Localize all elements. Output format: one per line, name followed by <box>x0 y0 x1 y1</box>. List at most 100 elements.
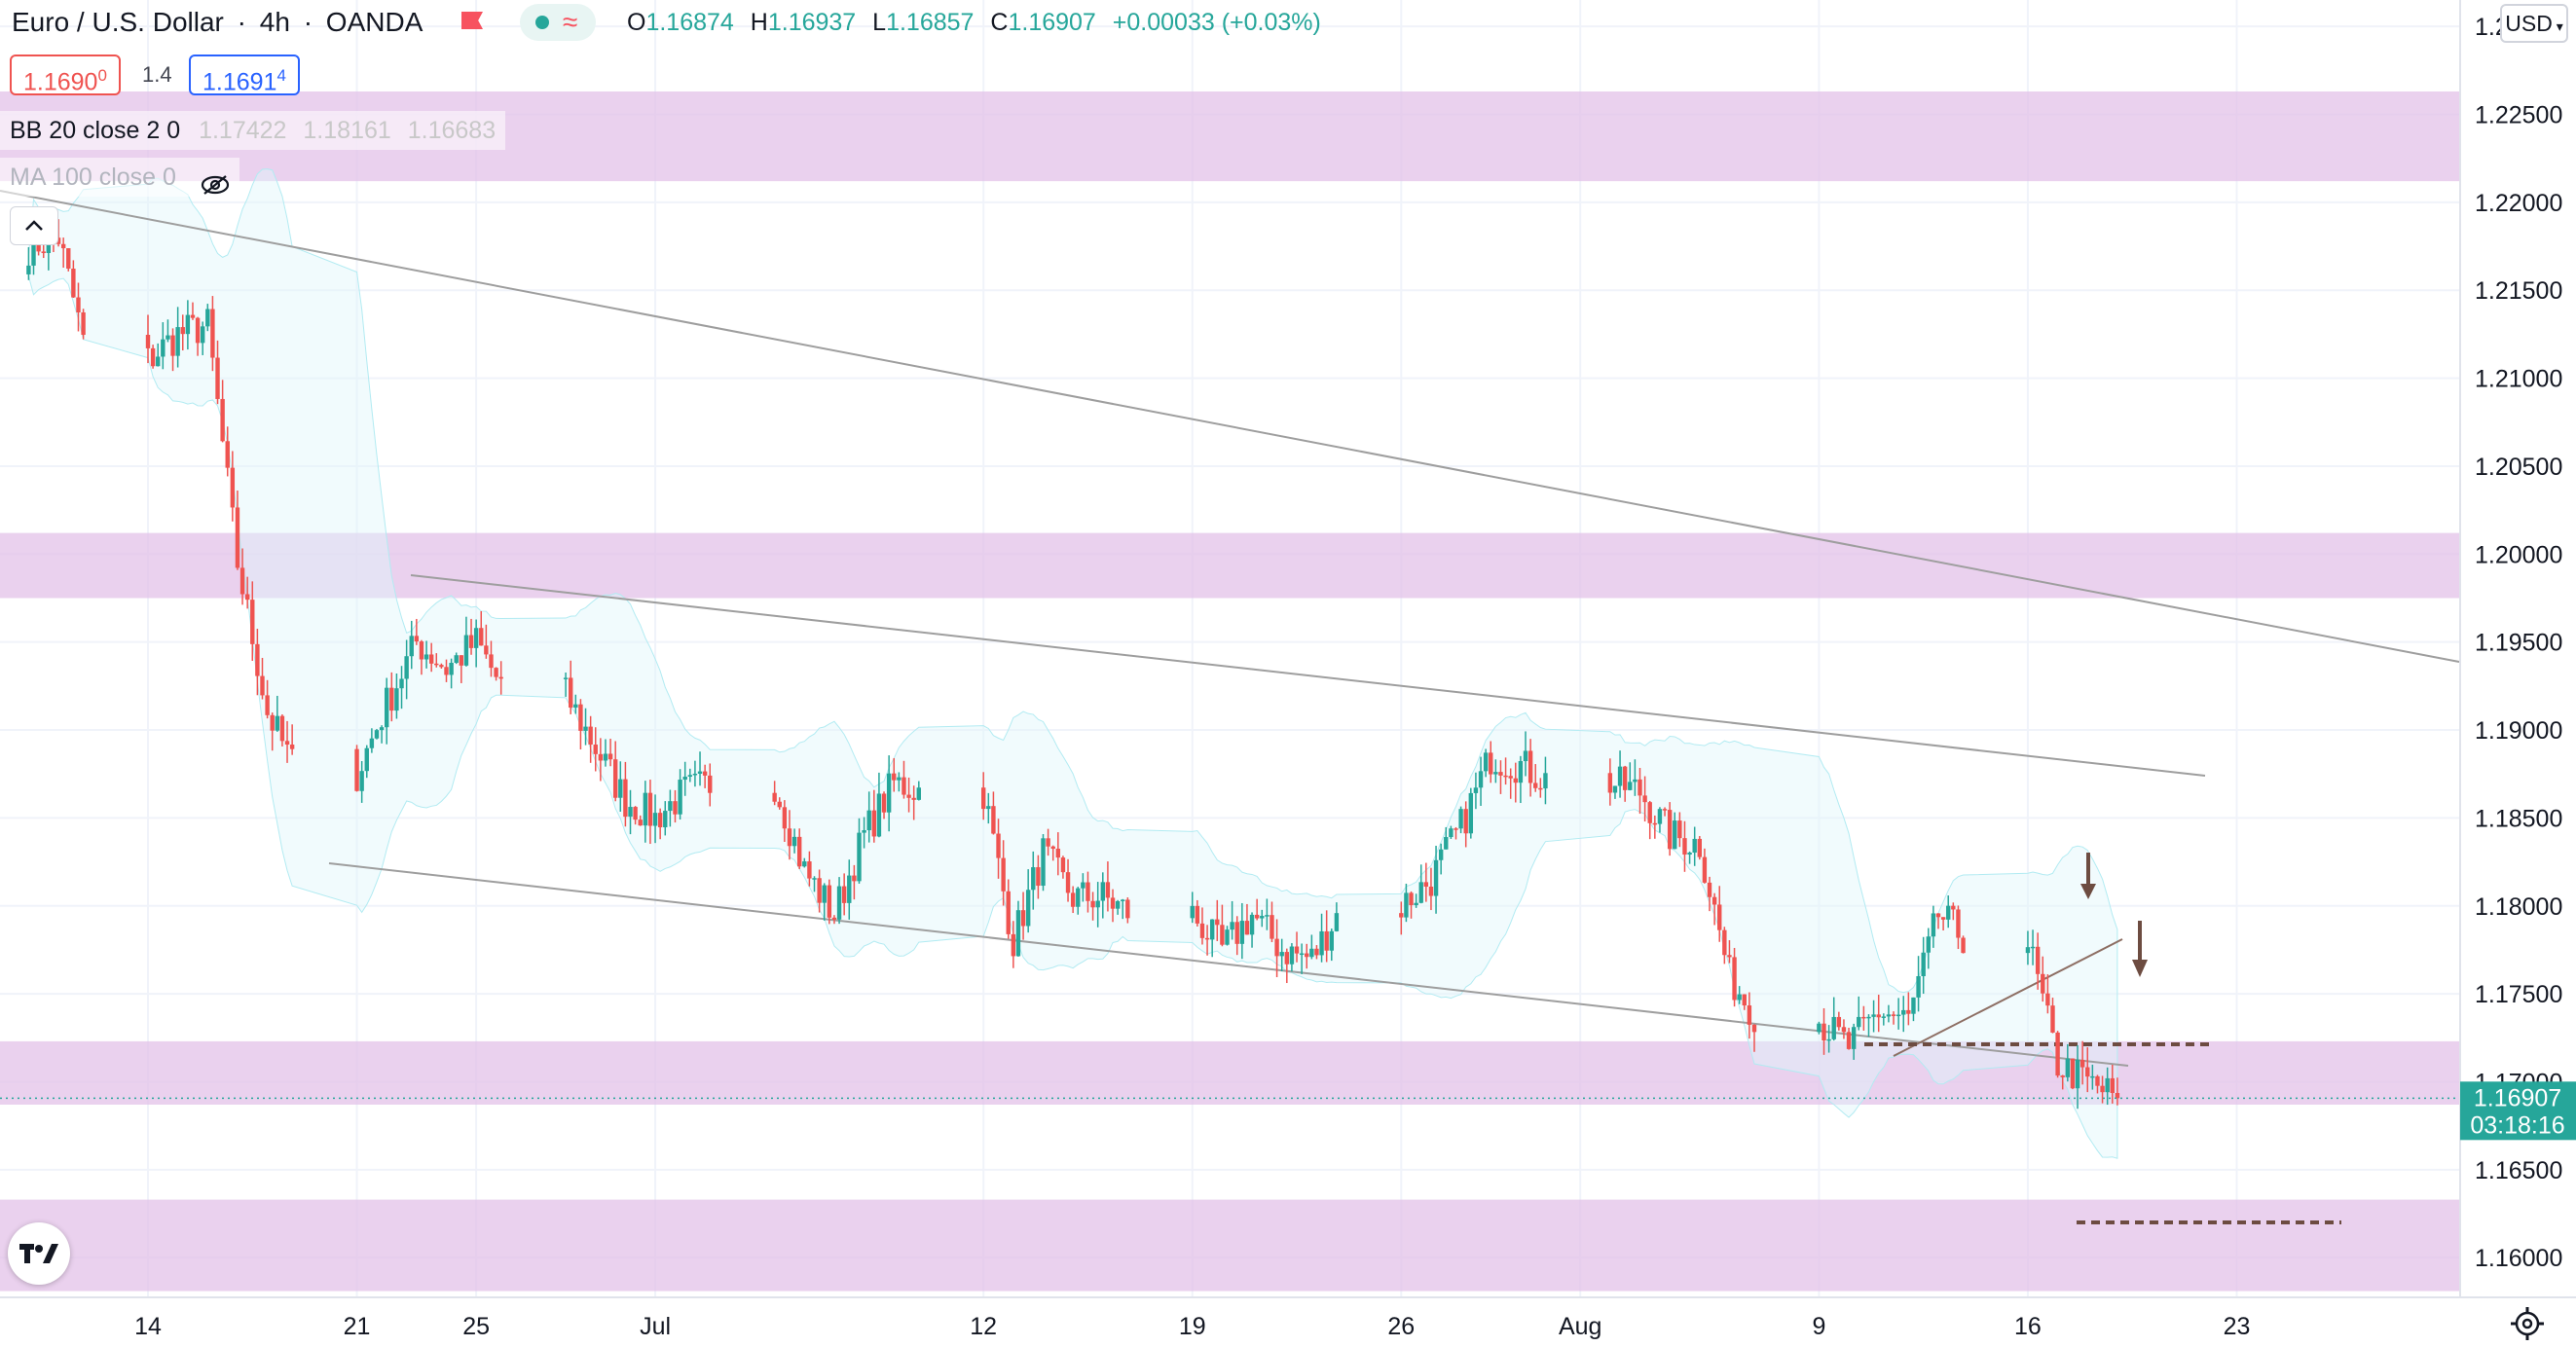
time-tick-label: Jul <box>640 1313 671 1340</box>
collapse-legend-button[interactable] <box>10 206 58 245</box>
candlestick <box>1682 820 1687 872</box>
candlestick <box>1284 948 1290 984</box>
time-tick-label: 23 <box>2224 1313 2251 1340</box>
candlestick <box>275 695 280 732</box>
candlestick <box>871 789 877 843</box>
candlestick <box>1876 995 1881 1033</box>
candlestick <box>1717 886 1722 942</box>
candlestick <box>2041 956 2045 1002</box>
candlestick <box>1438 843 1444 875</box>
candlestick <box>1046 828 1050 856</box>
candlestick <box>1732 947 1737 1007</box>
candlestick <box>1518 755 1524 804</box>
rising-trendline[interactable] <box>1893 938 2123 1057</box>
down-arrow-annotation[interactable] <box>2080 853 2096 899</box>
candlestick <box>484 624 489 659</box>
candlestick <box>235 490 240 570</box>
candlestick <box>419 639 424 675</box>
price-zone[interactable] <box>0 1199 2459 1292</box>
channel-top-line[interactable] <box>410 574 2206 777</box>
candlestick <box>892 757 897 792</box>
candlestick <box>1657 807 1663 833</box>
candlestick <box>1254 898 1260 921</box>
sell-button[interactable]: 1.16900 <box>10 55 121 95</box>
candlestick <box>385 677 389 745</box>
candlestick <box>906 777 911 813</box>
candlestick <box>1334 902 1340 932</box>
candlestick <box>244 576 250 609</box>
candlestick <box>678 769 682 820</box>
candlestick <box>569 660 573 714</box>
candlestick <box>1015 900 1021 957</box>
price-zone[interactable] <box>0 532 2459 599</box>
price-tick-label: 1.16500 <box>2475 1157 2562 1184</box>
candlestick <box>150 345 156 369</box>
candlestick <box>195 316 201 356</box>
candlestick <box>1846 1027 1852 1050</box>
candlestick <box>593 727 598 772</box>
candlestick <box>1702 848 1708 884</box>
candlestick <box>1121 898 1125 920</box>
candlestick <box>1543 756 1548 805</box>
candlestick <box>364 745 369 779</box>
candlestick <box>1841 1019 1847 1039</box>
hidden-eye-icon[interactable] <box>201 168 230 196</box>
chart-settings-icon[interactable] <box>2511 1307 2544 1340</box>
candlestick <box>986 792 991 824</box>
candlestick <box>692 760 698 787</box>
candlestick <box>916 781 921 801</box>
bb-indicator-legend[interactable]: BB 20 close 2 0 1.17422 1.18161 1.16683 <box>0 111 506 150</box>
time-axis[interactable]: 14 21 25 Jul 12 19 26 Aug 9 16 23 <box>0 1296 2576 1347</box>
candlestick <box>996 819 1001 879</box>
candlestick <box>1886 1004 1892 1023</box>
candlestick <box>1319 913 1324 963</box>
candlestick <box>1935 913 1941 929</box>
candlestick <box>1454 826 1458 840</box>
candlestick <box>1483 748 1489 778</box>
candlestick <box>1633 759 1638 796</box>
price-axis-ticks: 1.230001.225001.220001.215001.210001.205… <box>2475 14 2562 1272</box>
candlestick <box>190 302 196 320</box>
price-axis[interactable]: 1.230001.225001.220001.215001.210001.205… <box>2459 0 2576 1296</box>
ohlc-legend: O1.16874 H1.16937 L1.16857 C1.16907 +0.0… <box>627 9 1321 36</box>
candlestick <box>463 616 469 667</box>
broker-label: OANDA <box>325 7 423 37</box>
trendline-upper-long[interactable] <box>0 190 2460 663</box>
candlestick <box>697 751 703 786</box>
candlestick <box>841 873 847 916</box>
change-value: +0.00033 (+0.03%) <box>1112 9 1321 36</box>
price-zone[interactable] <box>0 1040 2459 1106</box>
down-arrow-annotation[interactable] <box>2132 921 2148 977</box>
candlestick <box>1190 892 1195 924</box>
candlestick <box>822 883 827 921</box>
candlestick <box>1946 895 1951 928</box>
candlestick <box>1836 1011 1842 1031</box>
candlestick <box>1692 826 1697 866</box>
candlestick <box>1493 759 1498 783</box>
candlestick <box>2035 932 2041 990</box>
candlestick <box>289 724 295 755</box>
candlestick <box>881 791 887 819</box>
buy-button[interactable]: 1.16914 <box>189 55 300 95</box>
interval-label[interactable]: 4h <box>259 7 290 37</box>
ma-indicator-legend[interactable]: MA 100 close 0 <box>0 158 239 197</box>
candlestick <box>812 876 817 892</box>
symbol-title[interactable]: Euro / U.S. Dollar <box>12 7 224 37</box>
price-tick-label: 1.20000 <box>2475 541 2562 568</box>
chevron-up-icon <box>25 220 43 231</box>
currency-selector[interactable]: USD ▾ <box>2500 4 2568 43</box>
price-tick-label: 1.18000 <box>2475 893 2562 921</box>
tradingview-logo[interactable] <box>8 1222 70 1285</box>
candlestick <box>66 248 71 272</box>
data-status-badge[interactable]: ≈ <box>520 4 596 41</box>
candlestick <box>1617 750 1623 798</box>
candlestick <box>1727 940 1732 964</box>
time-tick-label: 25 <box>462 1313 490 1340</box>
candlestick <box>55 219 61 247</box>
candlestick <box>647 780 653 845</box>
candlestick <box>1215 899 1220 941</box>
candlestick <box>1423 862 1429 902</box>
candlestick <box>638 815 643 826</box>
candlestick <box>991 791 996 835</box>
